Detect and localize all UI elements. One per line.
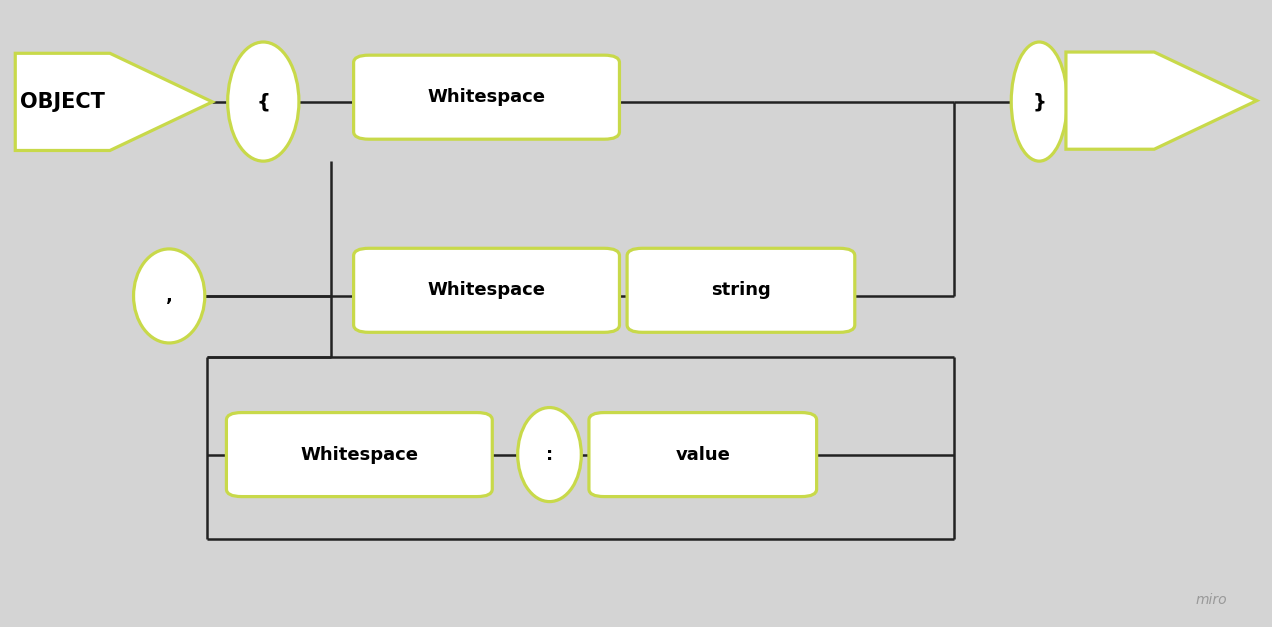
Text: Whitespace: Whitespace [427, 88, 546, 106]
Ellipse shape [518, 408, 581, 502]
Ellipse shape [1011, 42, 1067, 161]
Text: Whitespace: Whitespace [300, 446, 418, 463]
Text: miro: miro [1196, 593, 1227, 607]
Ellipse shape [134, 249, 205, 343]
Text: OBJECT: OBJECT [20, 92, 106, 112]
FancyBboxPatch shape [589, 413, 817, 497]
FancyBboxPatch shape [627, 248, 855, 332]
Text: }: } [1033, 92, 1046, 111]
Text: :: : [546, 446, 553, 463]
Polygon shape [1066, 52, 1257, 149]
FancyBboxPatch shape [354, 55, 619, 139]
Ellipse shape [228, 42, 299, 161]
Polygon shape [15, 53, 212, 150]
Text: {: { [257, 92, 270, 111]
Text: string: string [711, 282, 771, 299]
FancyBboxPatch shape [226, 413, 492, 497]
Text: Whitespace: Whitespace [427, 282, 546, 299]
FancyBboxPatch shape [354, 248, 619, 332]
Text: ,: , [165, 287, 173, 305]
Text: value: value [675, 446, 730, 463]
